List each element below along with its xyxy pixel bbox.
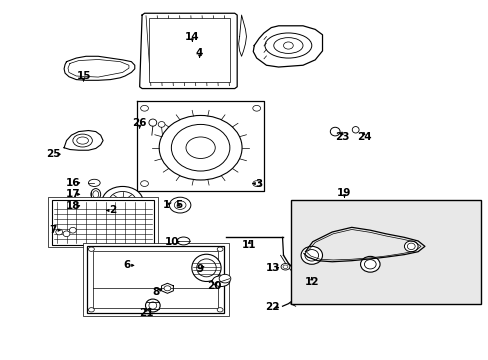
Text: 23: 23 [334, 132, 348, 142]
Ellipse shape [117, 197, 128, 206]
Ellipse shape [141, 105, 148, 111]
Ellipse shape [185, 137, 215, 158]
Text: 26: 26 [132, 118, 146, 128]
Ellipse shape [163, 286, 170, 291]
Ellipse shape [281, 264, 289, 270]
Ellipse shape [174, 201, 185, 210]
Ellipse shape [283, 42, 293, 49]
Ellipse shape [308, 295, 318, 301]
Ellipse shape [273, 38, 303, 53]
Text: 19: 19 [337, 188, 351, 198]
Text: 22: 22 [265, 302, 280, 312]
Ellipse shape [351, 127, 358, 133]
Ellipse shape [177, 237, 189, 245]
Ellipse shape [219, 274, 230, 283]
Ellipse shape [93, 191, 99, 198]
Bar [149, 18, 229, 82]
Text: 20: 20 [206, 281, 221, 291]
Text: 5: 5 [175, 200, 182, 210]
Ellipse shape [364, 260, 375, 269]
Bar [290, 200, 480, 304]
Text: 17: 17 [65, 189, 80, 199]
Ellipse shape [69, 227, 76, 233]
Ellipse shape [88, 179, 100, 186]
Text: 14: 14 [184, 32, 199, 41]
Ellipse shape [283, 265, 287, 269]
Ellipse shape [264, 33, 311, 58]
Text: 12: 12 [304, 277, 318, 287]
Ellipse shape [360, 256, 379, 272]
Ellipse shape [63, 231, 70, 237]
Ellipse shape [171, 125, 229, 171]
Ellipse shape [169, 197, 190, 213]
Text: 15: 15 [76, 71, 91, 81]
Ellipse shape [109, 192, 136, 212]
Ellipse shape [196, 259, 216, 277]
Text: 16: 16 [65, 178, 80, 188]
Ellipse shape [305, 249, 318, 261]
Text: 18: 18 [65, 201, 80, 211]
Bar [87, 246, 224, 313]
Ellipse shape [91, 189, 101, 200]
Text: 11: 11 [242, 240, 256, 250]
Bar [52, 200, 154, 244]
Ellipse shape [217, 308, 223, 312]
Ellipse shape [159, 116, 242, 180]
Text: 24: 24 [356, 132, 370, 142]
Ellipse shape [73, 134, 92, 147]
Text: 3: 3 [255, 179, 262, 189]
Ellipse shape [301, 246, 322, 264]
Ellipse shape [88, 247, 94, 251]
Text: 1: 1 [163, 200, 170, 210]
Ellipse shape [141, 181, 148, 186]
Ellipse shape [149, 119, 157, 126]
Ellipse shape [56, 229, 62, 235]
Ellipse shape [149, 302, 157, 309]
Text: 2: 2 [109, 206, 116, 216]
Text: 8: 8 [152, 287, 159, 297]
Bar [93, 251, 218, 309]
Ellipse shape [217, 247, 223, 251]
Ellipse shape [191, 254, 221, 282]
Bar [82, 243, 228, 316]
Text: 10: 10 [165, 237, 179, 247]
Text: 6: 6 [123, 260, 131, 270]
Text: 13: 13 [265, 262, 280, 273]
Ellipse shape [88, 308, 94, 312]
Text: 4: 4 [196, 48, 203, 58]
Text: 9: 9 [196, 264, 203, 274]
Ellipse shape [404, 241, 417, 252]
Ellipse shape [407, 243, 414, 249]
Ellipse shape [77, 137, 88, 144]
Text: 21: 21 [139, 309, 153, 318]
Ellipse shape [145, 299, 160, 312]
Text: 25: 25 [46, 149, 61, 159]
Bar [48, 197, 158, 247]
Text: 7: 7 [50, 225, 57, 235]
Ellipse shape [102, 186, 143, 217]
Ellipse shape [330, 127, 339, 136]
Ellipse shape [158, 122, 164, 127]
Ellipse shape [252, 105, 260, 111]
Ellipse shape [212, 276, 229, 287]
Ellipse shape [252, 181, 260, 186]
